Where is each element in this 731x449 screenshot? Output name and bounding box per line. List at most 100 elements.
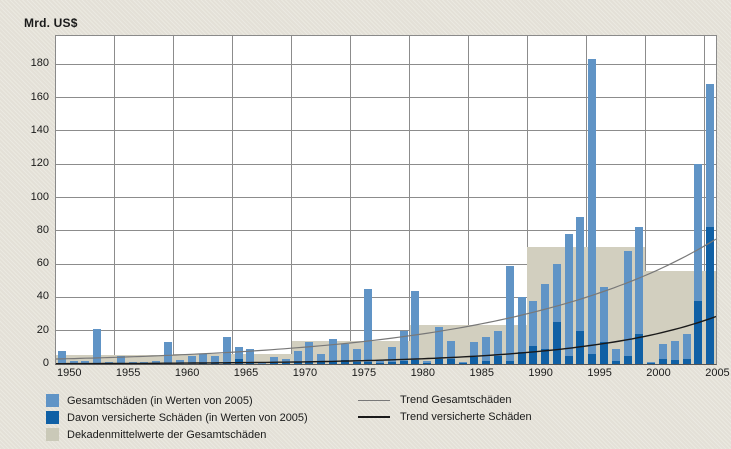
bar-total-1955 <box>116 355 125 364</box>
bar-total-1979 <box>399 330 408 364</box>
legend-item-trend-total: Trend Gesamtschäden <box>358 394 511 406</box>
bar-insured-2002 <box>670 359 679 364</box>
bar-total-1987 <box>493 330 502 364</box>
x-axis-tick-label: 1960 <box>174 367 200 379</box>
bar-insured-1993 <box>564 355 573 364</box>
x-axis-tick-label: 2005 <box>705 367 730 379</box>
bar-total-1965 <box>234 347 243 364</box>
gridline-vertical <box>350 36 352 364</box>
bar-total-1958 <box>152 360 161 364</box>
bar-insured-1964 <box>222 363 231 364</box>
bar-total-1954 <box>105 361 114 364</box>
bar-total-1952 <box>81 360 90 364</box>
y-axis-tick-label: 80 <box>36 223 49 236</box>
bar-insured-1998 <box>623 355 632 364</box>
bar-total-1950 <box>57 350 66 364</box>
bar-total-1996 <box>600 287 609 364</box>
legend-label: Dekadenmittelwerte der Gesamtschäden <box>67 428 267 441</box>
y-axis-unit-label: Mrd. US$ <box>24 16 78 30</box>
bar-total-1953 <box>93 329 102 364</box>
bar-insured-1986 <box>482 360 491 364</box>
x-axis-tick-label: 1995 <box>587 367 612 379</box>
gridline-horizontal <box>56 263 716 265</box>
legend-item-decade-mean: Dekadenmittelwerte der Gesamtschäden <box>46 428 266 441</box>
trend-total-line-icon <box>358 399 390 401</box>
y-axis-tick-label: 0 <box>42 357 49 369</box>
bar-total-1975 <box>352 349 361 364</box>
bar-total-2004 <box>694 164 703 364</box>
bar-total-1982 <box>435 327 444 364</box>
gridline-vertical <box>703 36 705 364</box>
gridline-horizontal <box>56 163 716 165</box>
bar-insured-2001 <box>658 359 667 364</box>
gridline-horizontal <box>56 296 716 298</box>
bar-total-1972 <box>317 354 326 364</box>
gridline-vertical <box>291 36 293 364</box>
bar-insured-1973 <box>328 360 337 364</box>
y-axis-tick-label: 180 <box>30 57 49 70</box>
bar-total-1970 <box>293 350 302 364</box>
bar-total-1964 <box>222 337 231 364</box>
legend-label: Trend versicherte Schäden <box>400 411 532 423</box>
decade-mean-block-2000s <box>645 271 716 364</box>
bar-total-1986 <box>482 337 491 364</box>
bar-insured-1976 <box>364 362 373 364</box>
decade-mean-block-1960s <box>173 353 292 364</box>
bar-total-2002 <box>670 340 679 364</box>
legend-label: Davon versicherte Schäden (in Werten von… <box>67 411 308 424</box>
bar-insured-1980 <box>411 359 420 364</box>
bar-insured-1978 <box>387 361 396 364</box>
bar-insured-1983 <box>446 359 455 364</box>
bar-total-1999 <box>635 227 644 364</box>
bar-total-1974 <box>340 344 349 364</box>
plot-area <box>55 35 717 365</box>
bar-total-1971 <box>305 342 314 364</box>
bar-total-1991 <box>541 284 550 364</box>
y-axis-tick-label: 160 <box>30 90 49 103</box>
legend-item-insured: Davon versicherte Schäden (in Werten von… <box>46 411 308 424</box>
bar-insured-1988 <box>505 360 514 364</box>
bar-insured-1971 <box>305 362 314 364</box>
bar-insured-2003 <box>682 359 691 364</box>
bar-total-1977 <box>376 360 385 364</box>
legend-item-trend-insured: Trend versicherte Schäden <box>358 411 532 423</box>
bar-total-1989 <box>517 297 526 364</box>
bar-insured-1977 <box>376 363 385 364</box>
bar-total-1998 <box>623 250 632 364</box>
bar-total-2000 <box>647 361 656 364</box>
legend-label: Trend Gesamtschäden <box>400 394 512 406</box>
x-axis-tick-label: 1970 <box>292 367 318 379</box>
gridline-vertical <box>644 36 646 364</box>
bar-total-1961 <box>187 355 196 364</box>
gridline-vertical <box>173 36 175 364</box>
bar-total-1992 <box>552 264 561 364</box>
bar-insured-2004 <box>694 300 703 364</box>
bar-total-1984 <box>458 361 467 364</box>
bar-insured-1965 <box>234 359 243 364</box>
bar-total-1994 <box>576 217 585 364</box>
bar-total-1959 <box>163 342 172 364</box>
gridline-horizontal <box>56 330 716 332</box>
x-axis-tick-label: 1990 <box>528 367 553 379</box>
y-axis-tick-label: 100 <box>30 190 49 203</box>
y-axis-tick-label: 60 <box>36 257 49 270</box>
bar-total-1962 <box>199 354 208 364</box>
gridline-horizontal <box>56 230 716 232</box>
x-axis-tick-label: 2000 <box>646 367 671 379</box>
gridline-vertical <box>232 36 234 364</box>
gridline-horizontal <box>56 130 716 132</box>
trend-line-total <box>56 238 716 360</box>
x-axis-tick-label: 1955 <box>115 367 141 379</box>
bar-total-1981 <box>423 360 432 364</box>
bar-total-1968 <box>270 357 279 364</box>
bar-insured-1990 <box>529 345 538 364</box>
total-losses-swatch-icon <box>46 394 59 407</box>
bar-insured-1981 <box>423 363 432 364</box>
decade-mean-block-1950s <box>56 354 174 364</box>
trend-insured-line-icon <box>358 416 390 418</box>
gridline-vertical <box>585 36 587 364</box>
bar-insured-1987 <box>493 355 502 364</box>
y-axis-tick-label: 20 <box>36 323 49 336</box>
x-axis-tick-label: 1975 <box>351 367 377 379</box>
